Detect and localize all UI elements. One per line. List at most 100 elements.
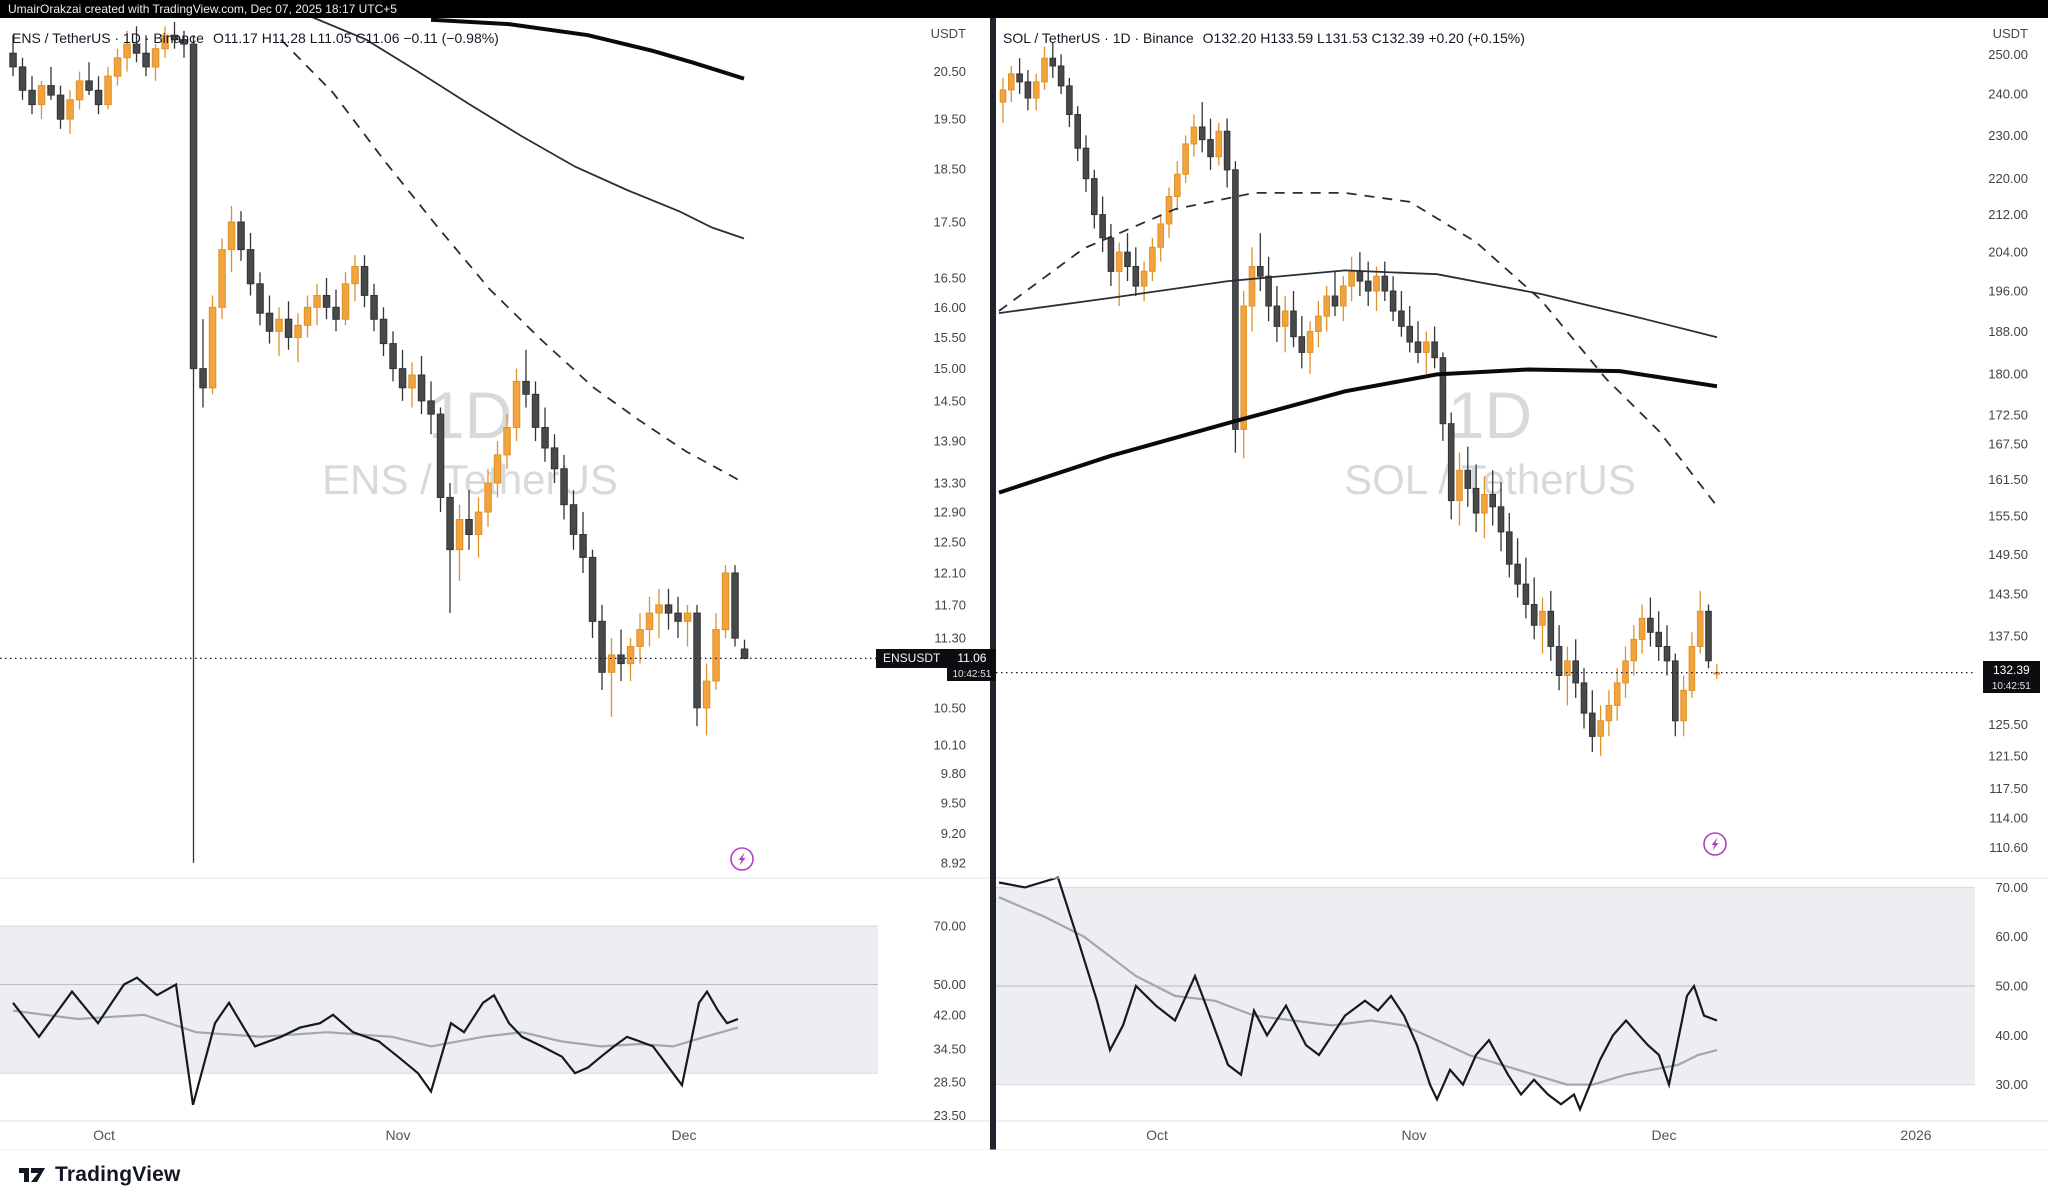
price-label: 18.50 — [933, 162, 966, 177]
legend-ohlc: O132.20 H133.59 L131.53 C132.39 +0.20 (+… — [1202, 30, 1525, 46]
price-scale[interactable]: 250.00 240.00 230.00 220.00 212.00 204.00 196.… — [1988, 47, 2028, 1092]
chart-legend-sol: SOL / TetherUS · 1D · Binance O132.20 H13… — [1003, 30, 1525, 46]
quick-trade-button[interactable] — [1703, 832, 1727, 856]
price-label: 9.80 — [941, 766, 966, 781]
tradingview-logo[interactable]: TradingView — [18, 1162, 181, 1188]
attribution-text: UmairOrakzai created with TradingView.co… — [8, 2, 397, 16]
ma-thick-line — [998, 367, 1718, 495]
rsi-scale-label: 50.00 — [1995, 979, 2028, 994]
rsi-band — [0, 926, 878, 1074]
price-pane[interactable] — [0, 16, 878, 863]
rsi-ma-line — [998, 896, 1718, 1086]
panel-divider[interactable] — [990, 18, 996, 1150]
ma-dashed-line — [280, 38, 745, 484]
rsi-ma-line — [12, 1009, 739, 1048]
tradingview-logo-icon — [19, 1168, 45, 1182]
ma-thin-line — [998, 269, 1718, 339]
price-label: 20.50 — [933, 64, 966, 79]
badge-price: 11.06 — [947, 649, 997, 668]
price-label: 17.50 — [933, 215, 966, 230]
time-scale[interactable]: Oct Nov Dec — [93, 1127, 696, 1143]
chart-panel-ens: 20.50 19.50 18.50 17.50 16.50 16.00 15.50 15.00… — [0, 16, 990, 1143]
price-label: 10.50 — [933, 700, 966, 715]
price-label: 188.00 — [1988, 324, 2028, 339]
price-label: 212.00 — [1988, 207, 2028, 222]
price-label: 10.10 — [933, 737, 966, 752]
price-label: 172.50 — [1988, 408, 2028, 423]
brand-bar: TradingView — [0, 1150, 2048, 1203]
time-label: 2026 — [1900, 1127, 1931, 1143]
time-label: Oct — [93, 1127, 115, 1143]
rsi-line — [998, 876, 1718, 1113]
price-label: 230.00 — [1988, 128, 2028, 143]
price-label: 149.50 — [1988, 547, 2028, 562]
price-label: 220.00 — [1988, 171, 2028, 186]
price-label: 9.50 — [941, 796, 966, 811]
time-label: Nov — [1402, 1127, 1427, 1143]
price-label: 180.00 — [1988, 366, 2028, 381]
legend-symbol[interactable]: ENS / TetherUS · 1D · Binance — [12, 30, 204, 46]
price-pane[interactable] — [996, 42, 1975, 757]
time-scale[interactable]: Oct Nov Dec 2026 — [1146, 1127, 1932, 1143]
price-label: 13.30 — [933, 476, 966, 491]
price-label: 137.50 — [1988, 628, 2028, 643]
rsi-scale-label: 34.50 — [933, 1041, 966, 1056]
time-label: Dec — [1652, 1127, 1677, 1143]
candlestick-series — [9, 21, 749, 863]
rsi-pane[interactable] — [996, 876, 1975, 1113]
price-badge-ens: ENSUSDT 11.06 10:42:51 — [876, 649, 997, 681]
quick-trade-button[interactable] — [730, 847, 754, 871]
price-label: 240.00 — [1988, 87, 2028, 102]
candlestick-series — [999, 42, 1721, 757]
time-label: Dec — [672, 1127, 697, 1143]
rsi-scale-label: 40.00 — [1995, 1028, 2028, 1043]
rsi-scale-label: 70.00 — [933, 919, 966, 934]
price-label: 16.50 — [933, 271, 966, 286]
price-label: 121.50 — [1988, 749, 2028, 764]
price-label: 196.00 — [1988, 284, 2028, 299]
rsi-scale-label: 42.00 — [933, 1007, 966, 1022]
attribution-bar: UmairOrakzai created with TradingView.co… — [0, 0, 2048, 18]
ma-dashed-line — [998, 192, 1718, 507]
price-label: 8.92 — [941, 855, 966, 870]
price-scale[interactable]: 20.50 19.50 18.50 17.50 16.50 16.00 15.50 15.00… — [933, 64, 966, 1123]
price-label: 114.00 — [1989, 811, 2028, 826]
price-label: 9.20 — [941, 826, 966, 841]
time-label: Oct — [1146, 1127, 1168, 1143]
badge-ticker: ENSUSDT — [876, 649, 948, 668]
rsi-scale-label: 23.50 — [933, 1108, 966, 1123]
rsi-scale-label: 28.50 — [933, 1075, 966, 1090]
badge-price: 132.39 — [1983, 661, 2040, 680]
tradingview-logo-text: TradingView — [55, 1163, 181, 1186]
price-label: 12.90 — [933, 505, 966, 520]
price-label: 155.50 — [1988, 509, 2028, 524]
price-label: 143.50 — [1988, 587, 2028, 602]
chart-panel-sol: 250.00 240.00 230.00 220.00 212.00 204.00 196.… — [996, 42, 2048, 1143]
rsi-scale-label: 30.00 — [1995, 1077, 2028, 1092]
rsi-pane[interactable] — [0, 925, 878, 1106]
rsi-scale-label: 60.00 — [1995, 929, 2028, 944]
badge-countdown: 10:42:51 — [947, 668, 997, 681]
ma-thin-line — [312, 16, 745, 240]
price-label: 125.50 — [1988, 717, 2028, 732]
price-label: 15.50 — [933, 330, 966, 345]
time-label: Nov — [386, 1127, 411, 1143]
legend-symbol[interactable]: SOL / TetherUS · 1D · Binance — [1003, 30, 1194, 46]
price-label: 110.60 — [1989, 840, 2028, 855]
scale-unit-label: USDT — [930, 26, 966, 41]
rsi-line — [12, 976, 739, 1106]
price-label: 12.10 — [933, 566, 966, 581]
badge-countdown: 10:42:51 — [1983, 680, 2040, 693]
price-label: 204.00 — [1988, 245, 2028, 260]
price-label: 11.30 — [934, 631, 966, 646]
lightning-icon — [1711, 837, 1719, 851]
price-badge-sol: 132.39 10:42:51 — [1983, 661, 2040, 693]
price-label: 117.50 — [1989, 781, 2028, 796]
rsi-scale-label: 70.00 — [1995, 880, 2028, 895]
scale-unit-label: USDT — [1992, 26, 2028, 41]
ma-thick-line — [430, 17, 745, 81]
lightning-icon — [738, 852, 746, 866]
price-label: 167.50 — [1988, 436, 2028, 451]
price-label: 161.50 — [1988, 472, 2028, 487]
